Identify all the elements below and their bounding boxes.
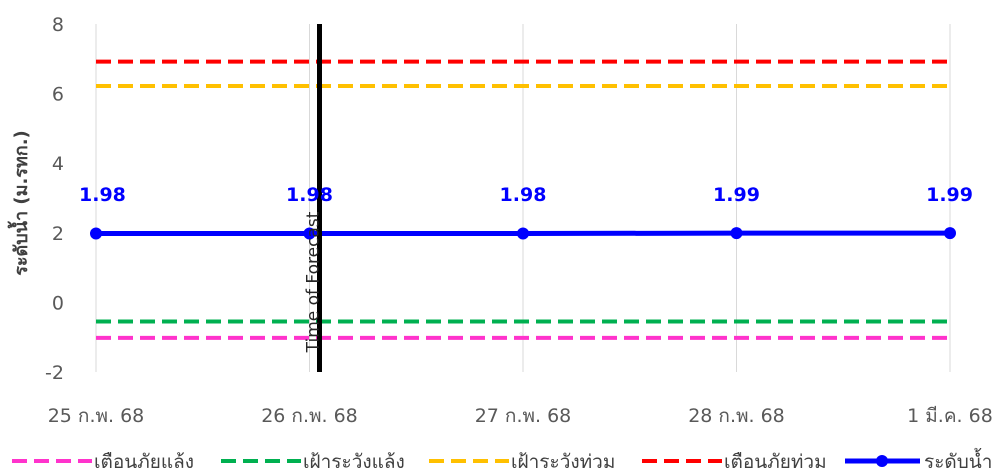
forecast-label-0: Time of Forecast [304,211,324,353]
y-axis-label: ระดับน้ำ (ม.รทก.) [7,130,32,276]
data-label-2: 1.98 [500,184,547,206]
data-point-4 [944,227,956,240]
x-tick-label-4: 1 มี.ค. 68 [907,405,993,427]
y-tick-label-0: -2 [45,362,64,384]
legend-item-2: เฝ้าระวังท่วม [429,451,615,472]
forecast-marker: Time of Forecast [304,24,324,372]
data-point-0 [90,227,102,240]
y-axis-ticks: -2 0 2 4 6 8 [45,14,64,384]
x-tick-label-0: 25 ก.พ. 68 [48,405,145,427]
legend-label-3: เตือนภัยท่วม [724,451,827,472]
data-point-3 [730,227,743,240]
legend-label-1: เฝ้าระวังแล้ง [303,451,405,472]
x-tick-label-3: 28 ก.พ. 68 [688,405,785,427]
legend-marker-4 [876,455,888,467]
y-tick-label-1: 0 [52,292,64,314]
x-tick-label-1: 26 ก.พ. 68 [261,405,358,427]
data-point-2 [517,227,529,240]
legend-label-4: ระดับน้ำ [924,448,992,472]
legend-item-1: เฝ้าระวังแล้ง [221,451,405,472]
gridlines [95,24,951,372]
data-label-3: 1.99 [713,184,760,206]
legend-label-0: เตือนภัยแล้ง [94,451,194,472]
x-axis-ticks: 25 ก.พ. 68 26 ก.พ. 68 27 ก.พ. 68 28 ก.พ. 68… [48,405,993,427]
data-label-0: 1.98 [79,184,126,206]
x-tick-label-2: 27 ก.พ. 68 [475,405,572,427]
data-label-1: 1.98 [286,184,333,206]
legend-item-0: เตือนภัยแล้ง [12,451,194,472]
legend-item-4: ระดับน้ำ [845,448,992,472]
legend-item-3: เตือนภัยท่วม [642,451,827,472]
data-labels: 1.98 1.98 1.98 1.99 1.99 [79,184,973,206]
data-point-1 [303,227,316,240]
y-tick-label-2: 2 [52,223,64,245]
legend: เตือนภัยแล้ง เฝ้าระวังแล้ง เฝ้าระวังท่วม เต… [12,448,992,472]
threshold-lines [96,59,950,340]
series-markers [90,227,956,240]
y-tick-label-3: 4 [52,153,64,175]
y-tick-label-5: 8 [52,14,64,36]
data-label-4: 1.99 [926,184,973,206]
y-tick-label-4: 6 [52,84,64,106]
legend-label-2: เฝ้าระวังท่วม [511,451,615,472]
